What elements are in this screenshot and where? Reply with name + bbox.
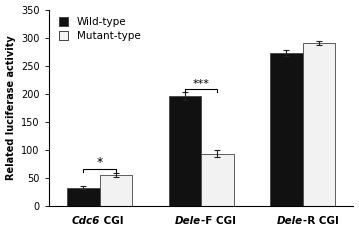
- Bar: [169, 96, 201, 206]
- Text: Dele: Dele: [175, 216, 201, 226]
- Bar: [270, 53, 303, 206]
- Text: *: *: [97, 156, 103, 169]
- Text: ***: ***: [193, 79, 210, 88]
- Text: Dele: Dele: [276, 216, 303, 226]
- Bar: [303, 43, 335, 206]
- Text: Cdc6: Cdc6: [71, 216, 99, 226]
- Text: CGI: CGI: [99, 216, 123, 226]
- Bar: [67, 188, 99, 206]
- Text: -F CGI: -F CGI: [201, 216, 236, 226]
- Bar: [99, 175, 132, 206]
- Bar: [201, 154, 234, 206]
- Text: -R CGI: -R CGI: [303, 216, 339, 226]
- Y-axis label: Related luciferase activity: Related luciferase activity: [5, 35, 15, 180]
- Legend: Wild-type, Mutant-type: Wild-type, Mutant-type: [57, 15, 143, 43]
